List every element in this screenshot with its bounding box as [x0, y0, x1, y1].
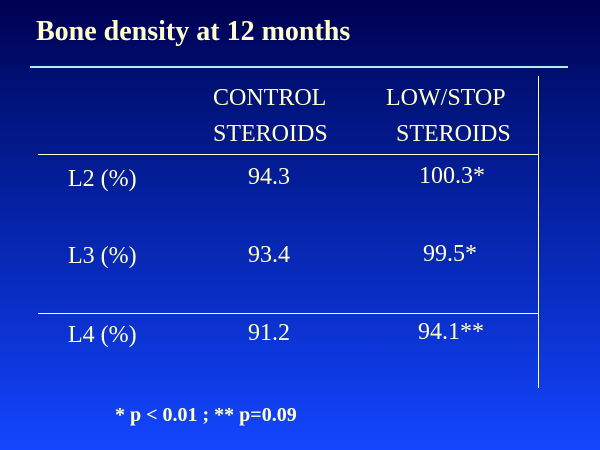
row-label-l3: L3 (%) — [68, 243, 137, 269]
table-middle-rule — [38, 313, 538, 314]
row-label-l2: L2 (%) — [68, 166, 137, 192]
low-stop-header-line-1: LOW/STOP — [386, 85, 506, 111]
control-header-line-1: CONTROL — [213, 85, 327, 111]
title-underline — [30, 66, 568, 68]
control-value-l2: 94.3 — [248, 164, 290, 190]
row-label-l4: L4 (%) — [68, 322, 137, 348]
slide-title: Bone density at 12 months — [36, 16, 351, 47]
footnote: * p < 0.01 ; ** p=0.09 — [115, 404, 297, 426]
low-stop-header-line-2: STEROIDS — [396, 121, 511, 147]
control-header-line-2: STEROIDS — [213, 121, 328, 147]
table-vertical-rule — [538, 76, 539, 388]
control-value-l4: 91.2 — [248, 320, 290, 346]
control-value-l3: 93.4 — [248, 242, 290, 268]
low-stop-value-l2: 100.3* — [419, 163, 485, 189]
table-top-rule — [38, 154, 538, 155]
low-stop-value-l4: 94.1** — [418, 319, 484, 345]
low-stop-value-l3: 99.5* — [423, 241, 477, 267]
